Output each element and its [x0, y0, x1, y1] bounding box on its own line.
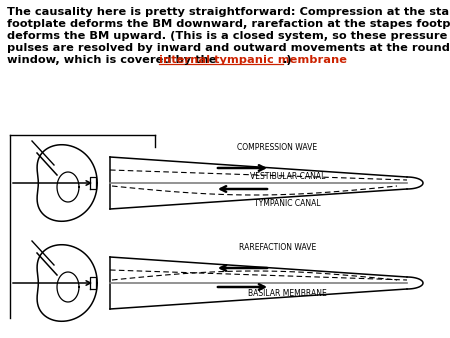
Text: footplate deforms the BM downward, rarefaction at the stapes footplate: footplate deforms the BM downward, raref… — [7, 19, 450, 29]
Text: .): .) — [283, 55, 292, 65]
Text: internal tympanic membrane: internal tympanic membrane — [159, 55, 347, 65]
Text: VESTIBULAR CANAL: VESTIBULAR CANAL — [250, 172, 325, 181]
Text: BASILAR MEMBRANE: BASILAR MEMBRANE — [248, 289, 327, 297]
Text: pulses are resolved by inward and outward movements at the round: pulses are resolved by inward and outwar… — [7, 43, 450, 53]
Text: deforms the BM upward. (This is a closed system, so these pressure: deforms the BM upward. (This is a closed… — [7, 31, 447, 41]
Text: window, which is covered by the: window, which is covered by the — [7, 55, 220, 65]
Text: TYMPANIC CANAL: TYMPANIC CANAL — [254, 199, 321, 209]
Text: RAREFACTION WAVE: RAREFACTION WAVE — [239, 243, 316, 252]
Text: COMPRESSION WAVE: COMPRESSION WAVE — [238, 143, 318, 152]
Text: The causality here is pretty straightforward: Compression at the stapes: The causality here is pretty straightfor… — [7, 7, 450, 17]
